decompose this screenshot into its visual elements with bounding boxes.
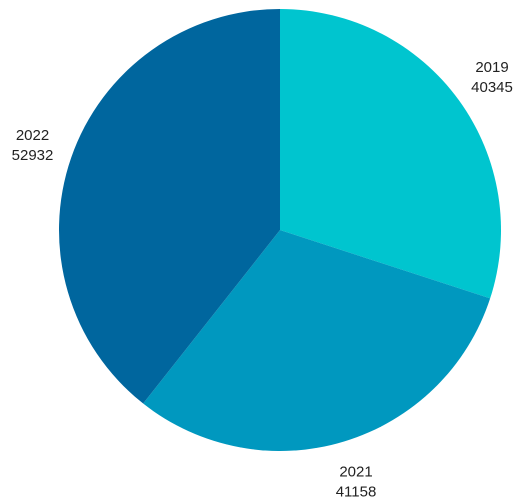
- slice-label-value: 40345: [471, 79, 513, 96]
- pie-slice-2021: [143, 230, 491, 451]
- slice-label-category: 2021: [339, 464, 372, 481]
- pie-slices: [59, 9, 501, 451]
- slice-label-category: 2022: [16, 127, 49, 144]
- slice-label-2022: 2022 52932: [12, 127, 54, 164]
- slice-label-value: 52932: [12, 147, 54, 164]
- slice-label-2019: 2019 40345: [471, 59, 513, 96]
- slice-label-2021: 2021 41158: [336, 464, 377, 501]
- pie-slice-2019: [280, 9, 501, 299]
- slice-labels: 2019 40345 2021 41158 2022 52932: [12, 59, 513, 501]
- pie-slice-2022: [59, 9, 281, 404]
- slice-label-category: 2019: [475, 59, 508, 76]
- slice-label-value: 41158: [336, 484, 377, 501]
